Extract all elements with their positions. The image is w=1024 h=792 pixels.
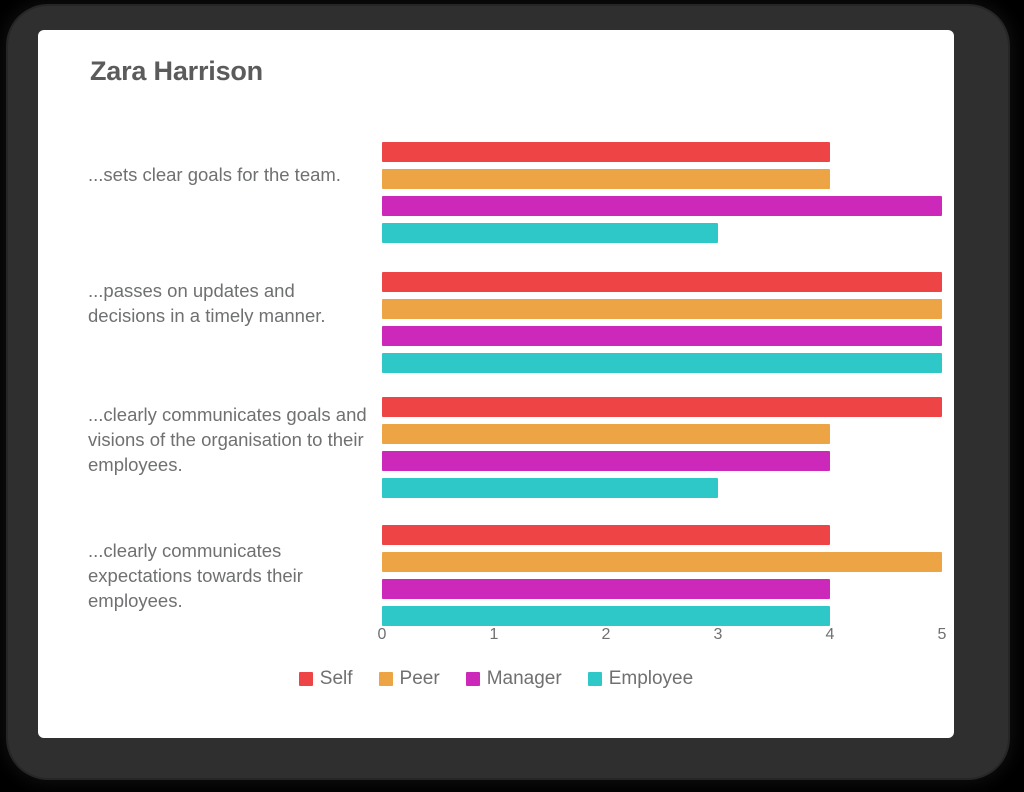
category-label: ...clearly communicates expectations tow… xyxy=(88,540,303,611)
x-tick-label: 1 xyxy=(489,626,499,643)
legend-swatch-icon xyxy=(378,672,393,686)
legend-label: Manager xyxy=(486,668,562,689)
x-tick-label: 0 xyxy=(377,626,387,643)
legend-item-self[interactable]: Self xyxy=(298,668,353,690)
chart-legend: Self Peer Manager Employee xyxy=(38,668,954,690)
legend-item-employee[interactable]: Employee xyxy=(587,668,694,690)
legend-swatch-icon xyxy=(465,672,480,686)
x-tick-label: 5 xyxy=(937,626,947,643)
page-title: Zara Harrison xyxy=(90,56,263,86)
legend-swatch-icon xyxy=(298,672,313,686)
bar-manager xyxy=(382,326,942,346)
legend-label: Peer xyxy=(399,668,440,689)
device-screen: Zara Harrison ...sets clear goals for th… xyxy=(38,30,954,738)
bar-group xyxy=(382,397,942,498)
bar-peer xyxy=(382,552,942,572)
legend-label: Employee xyxy=(608,668,694,689)
legend-swatch-icon xyxy=(587,672,602,686)
bar-chart: ...sets clear goals for the team. ...pass… xyxy=(38,30,954,738)
bar-group xyxy=(382,142,942,243)
bar-manager xyxy=(382,579,830,599)
category-label: ...passes on updates and decisions in a … xyxy=(88,280,326,326)
x-tick-label: 4 xyxy=(825,626,835,643)
device-frame: Zara Harrison ...sets clear goals for th… xyxy=(8,6,1008,778)
bar-self xyxy=(382,142,830,162)
bar-employee xyxy=(382,606,830,626)
x-tick-label: 2 xyxy=(601,626,611,643)
bar-employee xyxy=(382,353,942,373)
bar-manager xyxy=(382,451,830,471)
bar-manager xyxy=(382,196,942,216)
bar-self xyxy=(382,397,942,417)
bar-self xyxy=(382,272,942,292)
category-label: ...clearly communicates goals and vision… xyxy=(88,404,367,475)
bar-peer xyxy=(382,169,830,189)
legend-item-manager[interactable]: Manager xyxy=(465,668,562,690)
x-tick-label: 3 xyxy=(713,626,723,643)
bar-peer xyxy=(382,299,942,319)
legend-label: Self xyxy=(319,668,353,689)
legend-item-peer[interactable]: Peer xyxy=(378,668,440,690)
bar-self xyxy=(382,525,830,545)
bar-group xyxy=(382,525,942,626)
bar-peer xyxy=(382,424,830,444)
bar-group xyxy=(382,272,942,373)
x-axis: 0 1 2 3 4 5 xyxy=(378,626,947,652)
bar-employee xyxy=(382,478,718,498)
category-label: ...sets clear goals for the team. xyxy=(88,164,341,185)
bar-employee xyxy=(382,223,718,243)
